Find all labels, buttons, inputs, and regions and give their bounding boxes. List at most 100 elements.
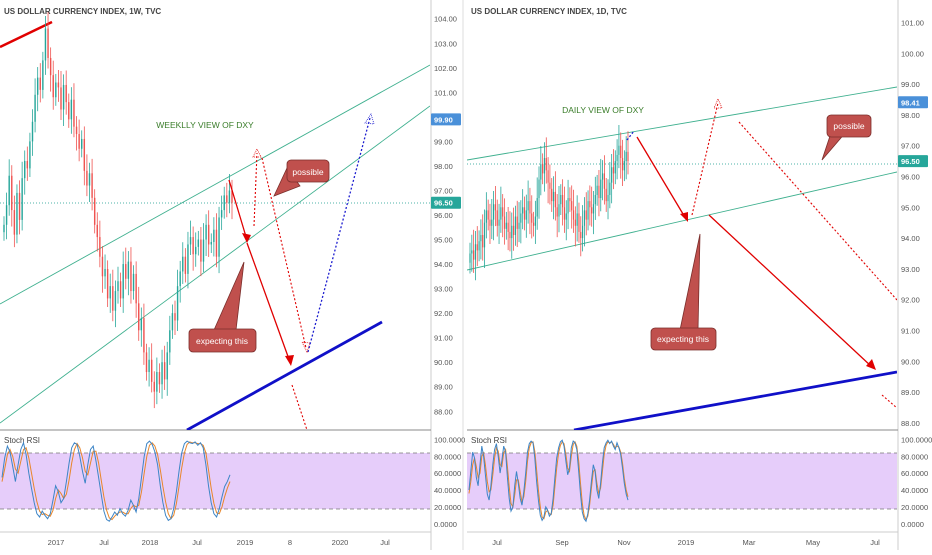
daily-stoch-k-line xyxy=(468,439,629,523)
daily-possible-callout[interactable] xyxy=(826,114,872,138)
daily-candle-body xyxy=(514,216,517,236)
weekly-stoch-k-line xyxy=(1,440,231,522)
daily-candle-body xyxy=(525,210,527,220)
weekly-price-tag xyxy=(431,196,461,209)
weekly-candle-body xyxy=(24,161,26,179)
weekly-candle-body xyxy=(16,192,18,235)
daily-candle-body xyxy=(491,219,493,226)
weekly-time-tick-label: 2017 xyxy=(48,538,65,547)
daily-dotted-extension[interactable] xyxy=(881,394,897,409)
daily-candle-body xyxy=(547,170,549,183)
weekly-candle-body xyxy=(39,77,41,90)
weekly-price-tick-label: 89.00 xyxy=(434,383,453,392)
weekly-candle-body xyxy=(55,82,57,98)
daily-candle-body xyxy=(569,198,571,202)
daily-candle-body xyxy=(607,194,609,202)
daily-candle-body xyxy=(589,201,591,208)
daily-red-down-arrow-2[interactable] xyxy=(708,214,873,368)
weekly-candle-body xyxy=(112,286,114,311)
weekly-candle-body xyxy=(226,195,228,203)
weekly-stoch-tick-label: 20.0000 xyxy=(434,503,461,512)
daily-arrowhead-1 xyxy=(680,212,688,222)
weekly-chart-title: US DOLLAR CURRENCY INDEX, 1W, TVC xyxy=(4,7,161,16)
weekly-dotted-up-path[interactable] xyxy=(253,152,258,227)
weekly-price-tick-label: 90.00 xyxy=(434,358,453,367)
daily-candle-body xyxy=(471,250,473,254)
weekly-blue-dotted-up-path[interactable] xyxy=(307,117,371,353)
weekly-time-tick-label: 8 xyxy=(288,538,292,547)
daily-dotted-up-head xyxy=(713,98,723,109)
daily-price-tag-text: 98.41 xyxy=(901,98,920,107)
weekly-candle-body xyxy=(44,28,47,61)
daily-dotted-up-path[interactable] xyxy=(691,102,719,216)
weekly-candle-body xyxy=(5,205,8,225)
daily-price-tick-label: 91.00 xyxy=(901,327,920,336)
weekly-price-tick-label: 103.00 xyxy=(434,39,457,48)
weekly-expecting-callout[interactable] xyxy=(188,328,257,353)
daily-dotted-down-path[interactable] xyxy=(738,121,897,301)
daily-candle-body xyxy=(496,210,498,226)
weekly-candle-body xyxy=(106,268,109,299)
axes: 104.00 103.00 102.00 101.00 100.00 99.00 98.00… xyxy=(48,15,932,547)
weekly-arrowhead-2 xyxy=(285,355,294,366)
daily-expecting-pointer xyxy=(679,233,701,331)
daily-blue-dotted-up-path[interactable] xyxy=(626,130,635,141)
weekly-candle-body xyxy=(153,381,155,392)
weekly-candle-body xyxy=(122,264,124,299)
daily-channel-upper-line[interactable] xyxy=(467,86,897,161)
weekly-candle-body xyxy=(52,75,54,98)
weekly-stoch-tick-label: 40.0000 xyxy=(434,486,461,495)
daily-candle-body xyxy=(529,201,531,214)
daily-candle-body xyxy=(614,161,616,174)
weekly-stoch-tick-label: 80.0000 xyxy=(434,452,461,461)
weekly-red-down-arrow-2[interactable] xyxy=(246,242,291,363)
daily-stoch-band xyxy=(467,453,897,509)
weekly-blue-support-line[interactable] xyxy=(186,320,383,430)
weekly-dotted-down-path[interactable] xyxy=(261,157,307,349)
daily-red-down-arrow-1[interactable] xyxy=(636,136,687,220)
weekly-candle-body xyxy=(104,268,106,277)
weekly-price-tick-label: 91.00 xyxy=(434,334,453,343)
daily-candle-body xyxy=(611,167,613,183)
weekly-candle-body xyxy=(49,57,52,76)
weekly-candle-body xyxy=(119,281,122,299)
weekly-possible-callout[interactable] xyxy=(286,159,330,183)
weekly-candle-body xyxy=(176,286,179,321)
daily-expecting-callout[interactable] xyxy=(650,327,717,351)
weekly-channel-lower-line[interactable] xyxy=(0,105,430,424)
daily-blue-support-line[interactable] xyxy=(573,370,897,430)
weekly-expecting-text: expecting this xyxy=(196,336,248,346)
weekly-stoch-lines xyxy=(1,440,231,522)
weekly-candle-body xyxy=(156,372,158,392)
daily-price-tick-label: 89.00 xyxy=(901,388,920,397)
daily-candle-body xyxy=(518,222,520,229)
daily-price-tick-label: 92.00 xyxy=(901,296,920,305)
weekly-candle-body xyxy=(163,362,166,380)
weekly-channel-upper-line[interactable] xyxy=(0,64,430,305)
weekly-red-trend-line[interactable] xyxy=(0,20,53,49)
daily-candle-body xyxy=(560,194,562,205)
daily-stoch-tick-label: 20.0000 xyxy=(901,503,928,512)
weekly-price-tick-label: 94.00 xyxy=(434,260,453,269)
weekly-candle-body xyxy=(145,352,148,373)
daily-candle-body xyxy=(516,216,518,229)
weekly-candle-body xyxy=(57,82,60,88)
daily-price-tick-label: 98.00 xyxy=(901,111,920,120)
weekly-candle-body xyxy=(127,261,130,279)
daily-price-tick-label: 94.00 xyxy=(901,234,920,243)
weekly-candle-body xyxy=(65,84,67,103)
weekly-red-down-arrow-1[interactable] xyxy=(228,179,248,241)
weekly-dotted-extension[interactable] xyxy=(291,384,308,430)
daily-channel-lower-line[interactable] xyxy=(467,171,897,271)
daily-candle-body xyxy=(538,179,540,199)
daily-candle-body xyxy=(574,219,576,226)
daily-candle-body xyxy=(583,210,586,226)
weekly-candle-body xyxy=(42,60,44,90)
weekly-candle-body xyxy=(150,359,153,382)
weekly-candle-body xyxy=(60,87,62,110)
weekly-price-tag xyxy=(431,113,461,126)
weekly-candle-body xyxy=(31,121,34,142)
weekly-candle-body xyxy=(210,241,212,245)
daily-price-tick-label: 93.00 xyxy=(901,265,920,274)
